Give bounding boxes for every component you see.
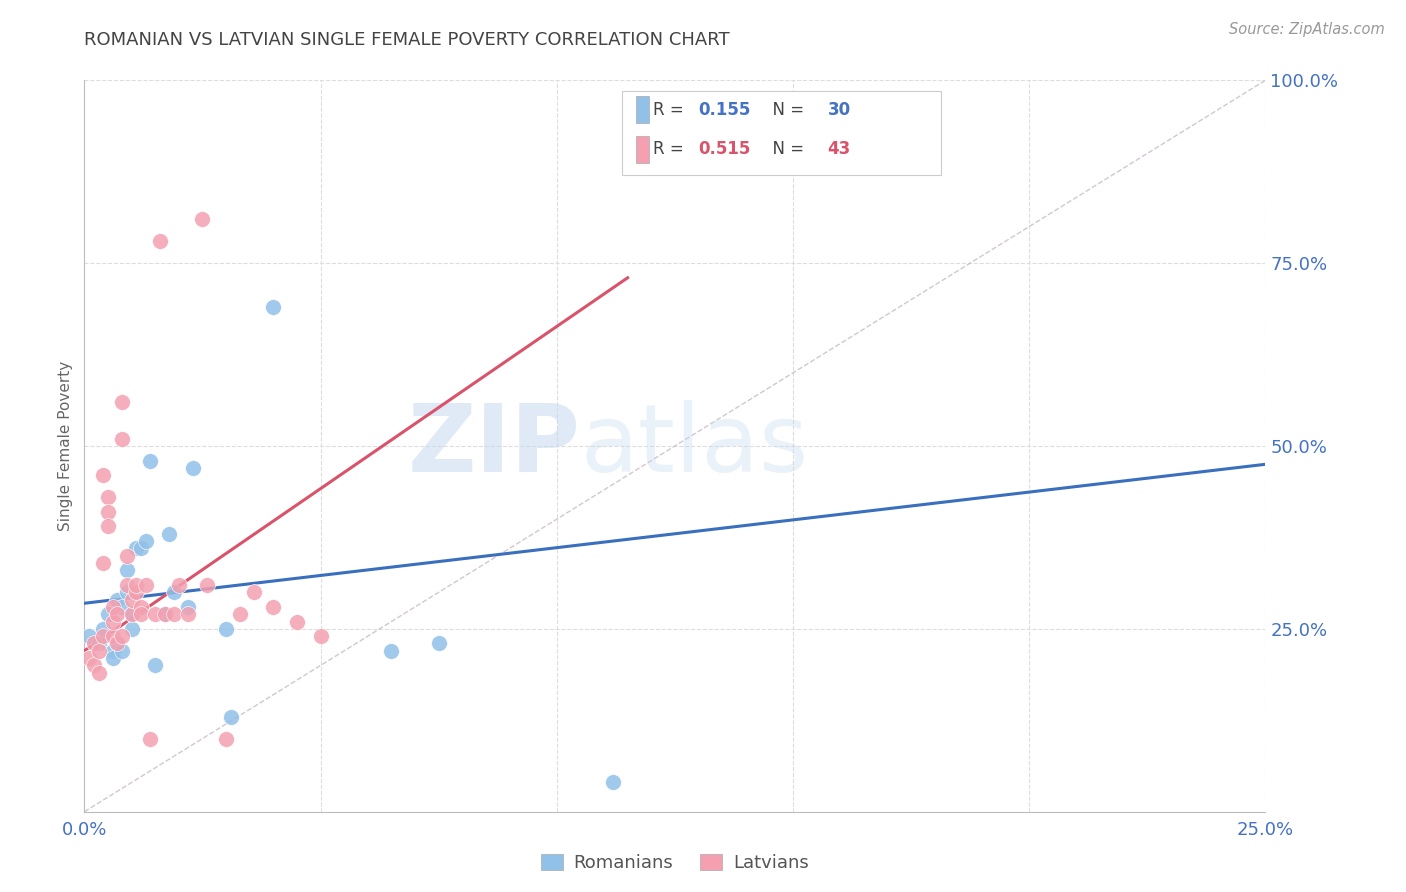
Point [427, 636, 450, 650]
Point [177, 599, 200, 614]
Point [602, 775, 624, 789]
Point [143, 658, 166, 673]
Point [97, 519, 120, 533]
Point [101, 651, 124, 665]
FancyBboxPatch shape [621, 91, 941, 176]
Point [229, 607, 252, 622]
Point [83, 658, 105, 673]
Point [129, 541, 152, 556]
Point [153, 607, 176, 622]
Point [111, 599, 134, 614]
Point [115, 585, 138, 599]
Point [97, 490, 120, 504]
Point [91, 629, 114, 643]
Point [149, 234, 172, 248]
Text: R =: R = [652, 140, 689, 158]
Point [121, 607, 143, 622]
Legend: Romanians, Latvians: Romanians, Latvians [534, 847, 815, 880]
Point [135, 534, 157, 549]
Point [285, 615, 308, 629]
Bar [636, 136, 648, 162]
Point [139, 731, 162, 746]
Point [181, 461, 204, 475]
Point [101, 629, 124, 643]
Text: ZIP: ZIP [408, 400, 581, 492]
Point [115, 549, 138, 563]
Point [163, 585, 186, 599]
Point [97, 607, 120, 622]
Point [107, 592, 129, 607]
Point [91, 622, 114, 636]
Point [111, 395, 134, 409]
Point [129, 607, 152, 622]
Text: R =: R = [652, 101, 689, 119]
Point [101, 644, 124, 658]
Point [215, 731, 238, 746]
Point [157, 526, 180, 541]
Point [143, 607, 166, 622]
Text: N =: N = [762, 101, 808, 119]
Text: atlas: atlas [581, 400, 808, 492]
Point [243, 585, 266, 599]
Point [121, 607, 143, 622]
Point [111, 432, 134, 446]
Text: 0.515: 0.515 [697, 140, 751, 158]
Point [262, 599, 284, 614]
Point [87, 644, 110, 658]
Point [219, 709, 242, 723]
Point [153, 607, 176, 622]
Point [115, 578, 138, 592]
Point [77, 629, 100, 643]
Point [111, 629, 134, 643]
Point [107, 636, 129, 650]
Point [83, 636, 105, 650]
Text: N =: N = [762, 140, 808, 158]
Point [129, 599, 152, 614]
Point [177, 607, 200, 622]
Point [107, 636, 129, 650]
Point [87, 636, 110, 650]
Point [121, 592, 143, 607]
Text: Source: ZipAtlas.com: Source: ZipAtlas.com [1229, 22, 1385, 37]
Y-axis label: Single Female Poverty: Single Female Poverty [58, 361, 73, 531]
Point [101, 599, 124, 614]
Point [121, 622, 143, 636]
Text: ROMANIAN VS LATVIAN SINGLE FEMALE POVERTY CORRELATION CHART: ROMANIAN VS LATVIAN SINGLE FEMALE POVERT… [84, 31, 730, 49]
Point [77, 651, 100, 665]
Point [125, 578, 148, 592]
Point [111, 644, 134, 658]
Point [167, 578, 190, 592]
Point [139, 453, 162, 467]
Point [309, 629, 332, 643]
Text: 43: 43 [828, 140, 851, 158]
Point [163, 607, 186, 622]
Text: 30: 30 [828, 101, 851, 119]
Point [195, 578, 218, 592]
Point [215, 622, 238, 636]
Point [107, 607, 129, 622]
Point [135, 578, 157, 592]
Point [91, 468, 114, 483]
Point [115, 563, 138, 577]
Point [380, 644, 402, 658]
Point [87, 665, 110, 680]
Point [101, 615, 124, 629]
Point [97, 505, 120, 519]
Point [262, 300, 284, 314]
Point [191, 212, 214, 227]
Point [91, 556, 114, 570]
Bar [636, 96, 648, 123]
Point [125, 585, 148, 599]
Text: 0.155: 0.155 [697, 101, 751, 119]
Point [125, 541, 148, 556]
